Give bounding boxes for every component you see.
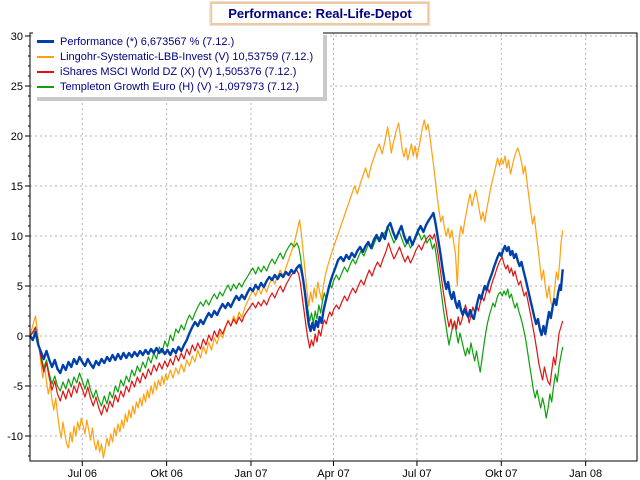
legend-item-label: Performance (*) 6,673567 % (7.12.) <box>60 35 235 48</box>
x-tick-label: Jan 08 <box>569 468 602 480</box>
y-tick-label: 30 <box>11 31 23 43</box>
chart-title: Performance: Real-Life-Depot <box>209 1 431 26</box>
legend-color-swatch <box>37 85 54 88</box>
legend-item-label: Templeton Growth Euro (H) (V) -1,097973 … <box>60 80 300 93</box>
series-line-performance <box>29 211 564 375</box>
legend-item: iShares MSCI World DZ (X) (V) 1,505376 (… <box>36 64 313 79</box>
legend-color-swatch <box>37 55 54 58</box>
legend-item: Templeton Growth Euro (H) (V) -1,097973 … <box>36 79 313 94</box>
y-tick-label: 25 <box>11 81 23 93</box>
y-tick-label: 0 <box>17 331 23 343</box>
legend-item: Performance (*) 6,673567 % (7.12.) <box>36 34 313 49</box>
y-tick-label: 5 <box>17 281 23 293</box>
legend: Performance (*) 6,673567 % (7.12.) Lingoh… <box>33 31 324 97</box>
x-tick-label: Jul 06 <box>68 468 97 480</box>
legend-item: Lingohr-Systematic-LBB-Invest (V) 10,537… <box>36 49 313 64</box>
legend-item-label: Lingohr-Systematic-LBB-Invest (V) 10,537… <box>60 50 314 63</box>
y-tick-label: -10 <box>7 431 23 443</box>
y-tick-label: -5 <box>13 381 23 393</box>
legend-color-swatch <box>37 40 54 43</box>
x-tick-label: Okt 07 <box>485 468 517 480</box>
legend-item-label: iShares MSCI World DZ (X) (V) 1,505376 (… <box>60 65 297 78</box>
y-tick-label: 20 <box>11 131 23 143</box>
y-tick-label: 15 <box>11 181 23 193</box>
legend-color-swatch <box>37 70 54 73</box>
x-tick-label: Okt 06 <box>150 468 182 480</box>
x-tick-label: Jan 07 <box>234 468 267 480</box>
series-line-templeton-growth-euro <box>29 227 564 419</box>
series-line-lingohr-systematic-lbb-invest <box>29 119 564 459</box>
x-tick-label: Apr 07 <box>317 468 349 480</box>
series-line-ishares-msci-world-dz <box>29 233 564 416</box>
x-tick-label: Jul 07 <box>402 468 431 480</box>
y-tick-label: 10 <box>11 231 23 243</box>
